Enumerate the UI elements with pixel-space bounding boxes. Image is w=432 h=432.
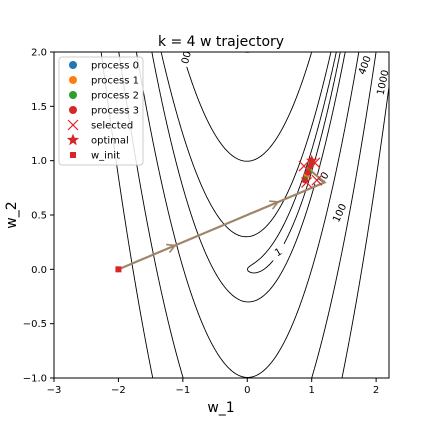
chart-title: k = 4 w trajectory <box>158 34 284 50</box>
x-axis-label: w_1 <box>207 400 234 416</box>
x-axis-ticks: −3 −2 −1 0 1 2 <box>47 378 379 396</box>
trajectory-line <box>117 165 327 271</box>
y-tick-label: −0.5 <box>23 319 47 330</box>
legend-marker <box>69 106 77 114</box>
x-tick-label: 1 <box>309 385 315 396</box>
legend: process 0 process 1 process 2 process 3 sele… <box>58 56 144 166</box>
y-tick-label: −1.0 <box>23 374 47 385</box>
trajectory <box>117 165 327 271</box>
legend-label: selected <box>91 121 133 132</box>
contour-label: 1 <box>273 246 284 259</box>
markers <box>115 154 323 273</box>
legend-label: process 1 <box>91 76 139 87</box>
x-tick-label: −1 <box>175 385 190 396</box>
contour-label-bg <box>267 242 289 261</box>
legend-marker <box>66 133 80 146</box>
contour-label-bg <box>355 54 373 76</box>
legend-marker <box>69 61 77 69</box>
y-axis-ticks: −1.0 −0.5 0.0 0.5 1.0 1.5 2.0 <box>23 48 54 385</box>
legend-label: w_init <box>91 151 120 162</box>
legend-label: optimal <box>91 136 129 147</box>
legend-label: process 2 <box>91 91 139 102</box>
optimal-marker <box>305 154 318 166</box>
x-tick-label: 2 <box>373 385 379 396</box>
legend-marker <box>70 152 76 158</box>
contour-label-bg <box>312 167 332 189</box>
contour-label: 00 <box>180 50 194 65</box>
y-tick-label: 0.5 <box>31 211 47 222</box>
contour-line <box>151 52 346 303</box>
contour-line <box>246 52 341 274</box>
selected-marker <box>301 176 312 188</box>
y-tick-label: 0.0 <box>31 265 47 276</box>
x-tick-label: −2 <box>111 385 126 396</box>
selected-marker <box>298 160 310 172</box>
contour-label: 100 <box>331 202 349 224</box>
legend-marker <box>67 119 79 131</box>
contour-label-bg <box>330 202 348 224</box>
x-tick-label: −3 <box>47 385 62 396</box>
legend-marker <box>69 76 77 84</box>
x-tick-label: 0 <box>244 385 250 396</box>
contour-label-bg <box>374 72 389 93</box>
legend-label: process 0 <box>91 61 139 72</box>
legend-label: process 3 <box>91 106 139 117</box>
y-tick-label: 2.0 <box>31 48 47 59</box>
y-axis-label: w_2 <box>4 201 20 228</box>
legend-frame <box>58 56 144 166</box>
trajectory-arrow <box>166 243 177 253</box>
legend-marker <box>69 91 77 99</box>
process-point <box>304 169 311 176</box>
contour-label: 400 <box>357 55 374 77</box>
trajectory-arrow <box>269 200 280 210</box>
w-init-marker <box>115 266 122 273</box>
selected-marker <box>311 174 323 186</box>
contour-label: 1000 <box>376 69 392 96</box>
y-tick-label: 1.5 <box>31 102 47 113</box>
y-tick-label: 1.0 <box>31 156 47 167</box>
